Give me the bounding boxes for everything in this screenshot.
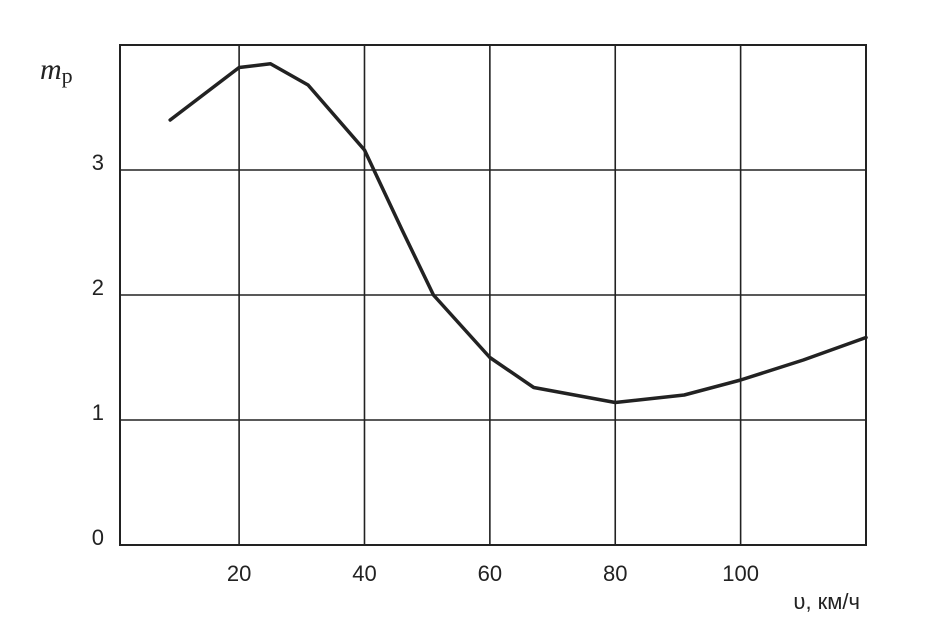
x-tick-label: 20 — [227, 561, 251, 586]
y-label-sub: р — [62, 63, 73, 88]
curve — [168, 62, 868, 405]
y-tick-label: 1 — [92, 400, 104, 425]
y-axis-label: mр — [40, 53, 73, 88]
y-tick-label: 0 — [92, 525, 104, 550]
x-axis-label: υ, км/ч — [793, 589, 860, 614]
x-tick-label: 60 — [478, 561, 502, 586]
x-tick-label: 80 — [603, 561, 627, 586]
y-tick-label: 3 — [92, 150, 104, 175]
y-label-main: m — [40, 53, 62, 86]
x-tick-label: 40 — [352, 561, 376, 586]
x-tick-label: 100 — [722, 561, 759, 586]
y-tick-label: 2 — [92, 275, 104, 300]
